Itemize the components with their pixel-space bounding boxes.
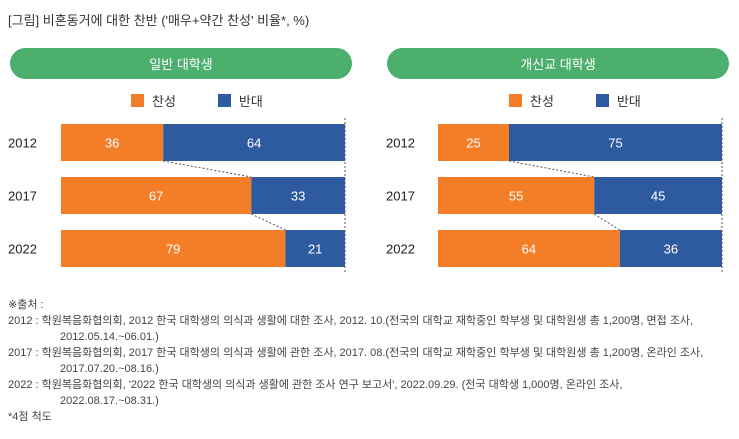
connector-line-general-0 <box>163 160 252 178</box>
data-label-general-2017-disagree: 33 <box>291 189 305 204</box>
connector-line-protestant-0 <box>508 160 595 178</box>
legend-swatch-agree <box>131 94 144 107</box>
legend-swatch-disagree <box>595 94 609 107</box>
legend-item-agree: 찬성 <box>131 91 176 110</box>
bar-protestant-2022-agree <box>438 230 620 267</box>
legend-label-agree: 찬성 <box>152 94 176 109</box>
legend-swatch-disagree <box>217 94 231 107</box>
source-2017-line: 2017 : 학원복음화협의회, 2017 한국 대학생의 의식과 생활에 관한… <box>8 347 704 359</box>
source-2022-dates: 2022.08.17.~08.31.) <box>60 395 159 407</box>
data-label-protestant-2017-agree: 55 <box>509 189 523 204</box>
bar-general-2022-disagree <box>285 230 345 267</box>
source-2012-line: 2012 : 학원복음화협의회, 2012 한국 대학생의 의식과 생활에 대한… <box>8 315 694 327</box>
legend-item-agree: 찬성 <box>509 91 554 110</box>
data-label-protestant-2012-disagree: 75 <box>608 136 622 151</box>
bar-protestant-2012-disagree <box>509 124 722 161</box>
bar-general-2017-disagree <box>251 177 345 214</box>
year-label-2017: 2017 <box>386 189 415 204</box>
legend-item-disagree: 반대 <box>595 91 641 110</box>
source-2017-dates: 2017.07.20.~08.16.) <box>60 363 159 375</box>
data-label-general-2017-agree: 67 <box>149 189 163 204</box>
legend-label-disagree: 반대 <box>616 94 641 109</box>
connector-line-protestant-1 <box>593 213 621 231</box>
bar-protestant-2022-disagree <box>619 230 722 267</box>
bar-protestant-2017-disagree <box>594 177 722 214</box>
legend-protestant: 찬성 반대 <box>509 91 641 110</box>
source-2012-dates: 2012.05.14.~06.01.) <box>60 331 159 343</box>
year-label-2022: 2022 <box>386 242 415 257</box>
scale-note: *4점 척도 <box>8 411 52 423</box>
data-label-protestant-2022-agree: 64 <box>522 242 536 257</box>
connector-line-general-1 <box>251 213 286 231</box>
bar-general-2022-agree <box>61 230 286 267</box>
bar-general-2012-disagree <box>163 124 345 161</box>
year-label-2022: 2022 <box>8 242 37 257</box>
stacked-bar-charts: 2012 36 64 2017 67 33 2022 79 21 2012 25 75 2017 55 45… <box>8 118 723 273</box>
data-label-protestant-2022-disagree: 36 <box>664 242 678 257</box>
data-label-protestant-2012-agree: 25 <box>466 136 480 151</box>
legend-general: 찬성 반대 <box>131 91 263 110</box>
data-label-general-2022-disagree: 21 <box>308 242 322 257</box>
year-label-2012: 2012 <box>8 136 37 151</box>
data-label-general-2022-agree: 79 <box>166 242 180 257</box>
source-label: ※출처 : <box>8 299 44 311</box>
bar-general-2017-agree <box>61 177 252 214</box>
legend-item-disagree: 반대 <box>217 91 263 110</box>
legend-label-disagree: 반대 <box>238 94 263 109</box>
legend-swatch-agree <box>509 94 522 107</box>
bar-protestant-2017-agree <box>438 177 595 214</box>
bar-general-2012-agree <box>61 124 164 161</box>
year-label-2017: 2017 <box>8 189 37 204</box>
data-label-general-2012-agree: 36 <box>105 136 119 151</box>
panel-header-protestant: 개신교 대학생 <box>387 48 729 79</box>
legend-label-agree: 찬성 <box>530 94 554 109</box>
source-2022-line: 2022 : 학원복음화협의회, '2022 한국 대학생의 의식과 생활에 관… <box>8 379 623 391</box>
source-notes: ※출처 : 2012 : 학원복음화협의회, 2012 한국 대학생의 의식과 … <box>8 297 703 425</box>
bar-protestant-2012-agree <box>438 124 509 161</box>
panel-header-general: 일반 대학생 <box>10 48 352 79</box>
year-label-2012: 2012 <box>386 136 415 151</box>
data-label-protestant-2017-disagree: 45 <box>651 189 665 204</box>
data-label-general-2012-disagree: 64 <box>247 136 261 151</box>
chart-title: [그림] 비혼동거에 대한 찬반 ('매우+약간 찬성' 비율*, %) <box>8 13 310 28</box>
